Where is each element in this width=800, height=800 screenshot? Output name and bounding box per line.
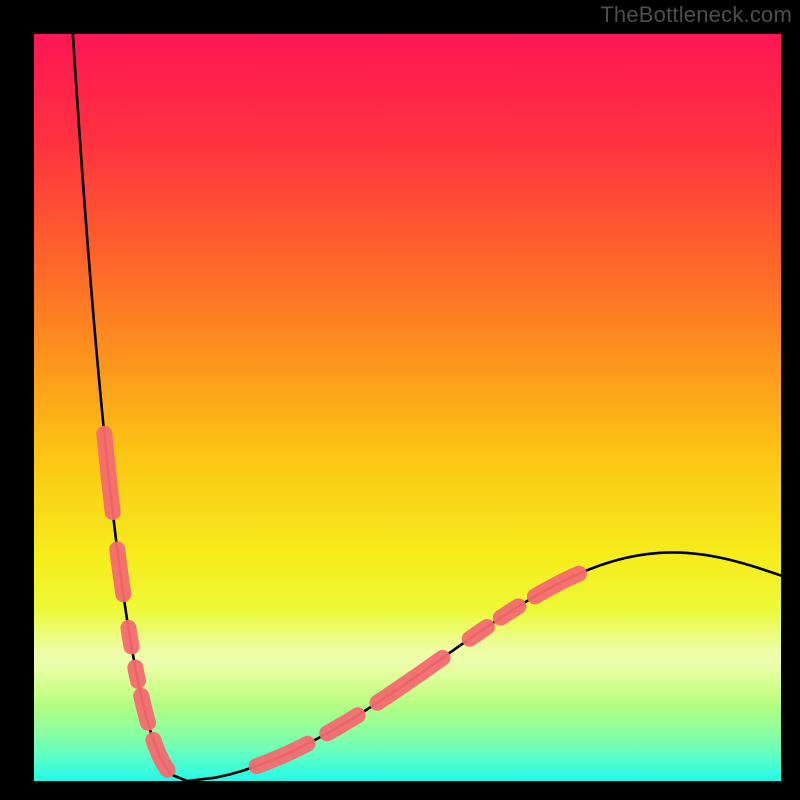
watermark-text: TheBottleneck.com (600, 2, 792, 28)
curve-marker (117, 549, 123, 594)
curve-marker (470, 627, 487, 639)
curve-marker (501, 606, 519, 617)
curve-marker (141, 696, 148, 723)
curve-marker (104, 434, 112, 512)
chart-svg (0, 0, 800, 800)
chart-stage: TheBottleneck.com (0, 0, 800, 800)
curve-marker (135, 667, 138, 680)
curve-marker (128, 628, 131, 647)
